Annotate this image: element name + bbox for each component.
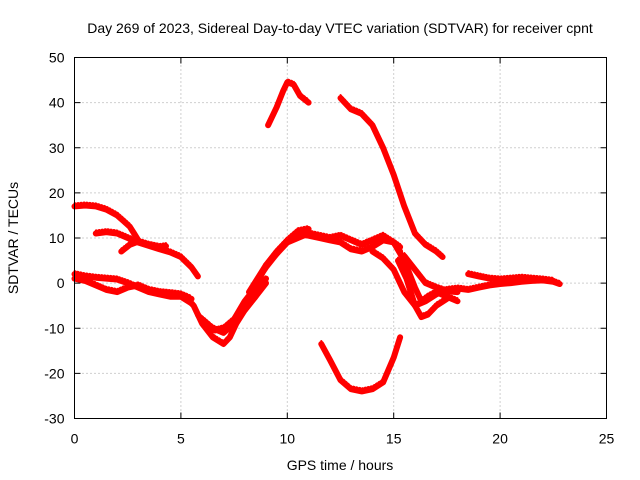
chart-title: Day 269 of 2023, Sidereal Day-to-day VTE… (87, 20, 593, 36)
y-tick-label: 40 (49, 95, 65, 111)
x-tick-label: 20 (492, 431, 508, 447)
y-tick-label: 0 (57, 275, 65, 291)
series-arc-tail-markers (467, 270, 555, 279)
series-arc-descend-markers (339, 94, 444, 255)
x-tick-label: 0 (71, 431, 79, 447)
series-arc-dip-c (199, 275, 269, 336)
series-arc-trough-markers (320, 333, 402, 390)
series-arc-dip-c-markers (201, 274, 267, 331)
x-tick-label: 10 (280, 431, 296, 447)
x-axis-label: GPS time / hours (287, 457, 394, 473)
series-arc-near-zero-b-markers (73, 274, 193, 297)
grid (74, 57, 607, 419)
series-arc-peak-markers (267, 78, 310, 124)
series-arc-trough (318, 334, 404, 395)
series-arc-8-loop (118, 238, 169, 255)
series-arc-high-17 (71, 202, 142, 244)
series-arc-rise-b (252, 230, 404, 287)
series-arc-near-zero-b (71, 275, 195, 302)
series-arc-rise-b-markers (254, 229, 402, 282)
y-tick-label: 50 (49, 50, 65, 66)
series-arc-8-loop-markers (120, 237, 167, 250)
series-arc-post-c-markers (397, 256, 448, 315)
y-tick-label: 20 (49, 185, 65, 201)
series-arc-descend (337, 95, 446, 260)
series-arc-11-to-1-markers (94, 228, 199, 275)
series-arc-post-b (390, 239, 461, 305)
plot-area (71, 78, 563, 395)
y-tick-label: -20 (44, 365, 64, 381)
series-arc-post-d-markers (403, 252, 459, 291)
series-arc-peak (265, 79, 312, 129)
y-tick-label: 30 (49, 140, 65, 156)
y-axis-label: SDTVAR / TECUs (5, 182, 21, 294)
x-tick-label: 25 (599, 431, 615, 447)
axes: 0 5 10 15 20 25 -30 -20 -10 0 10 20 30 40 50 (44, 50, 614, 447)
series-arc-tail (465, 271, 557, 284)
series-arc-post-c (395, 257, 450, 320)
x-tick-label: 5 (177, 431, 185, 447)
y-tick-label: -10 (44, 320, 64, 336)
series-arc-post-d (401, 253, 461, 296)
y-tick-label: 10 (49, 230, 65, 246)
y-tick-label: -30 (44, 411, 64, 427)
series-arc-high-17-markers (73, 201, 140, 239)
x-tick-label: 15 (386, 431, 402, 447)
